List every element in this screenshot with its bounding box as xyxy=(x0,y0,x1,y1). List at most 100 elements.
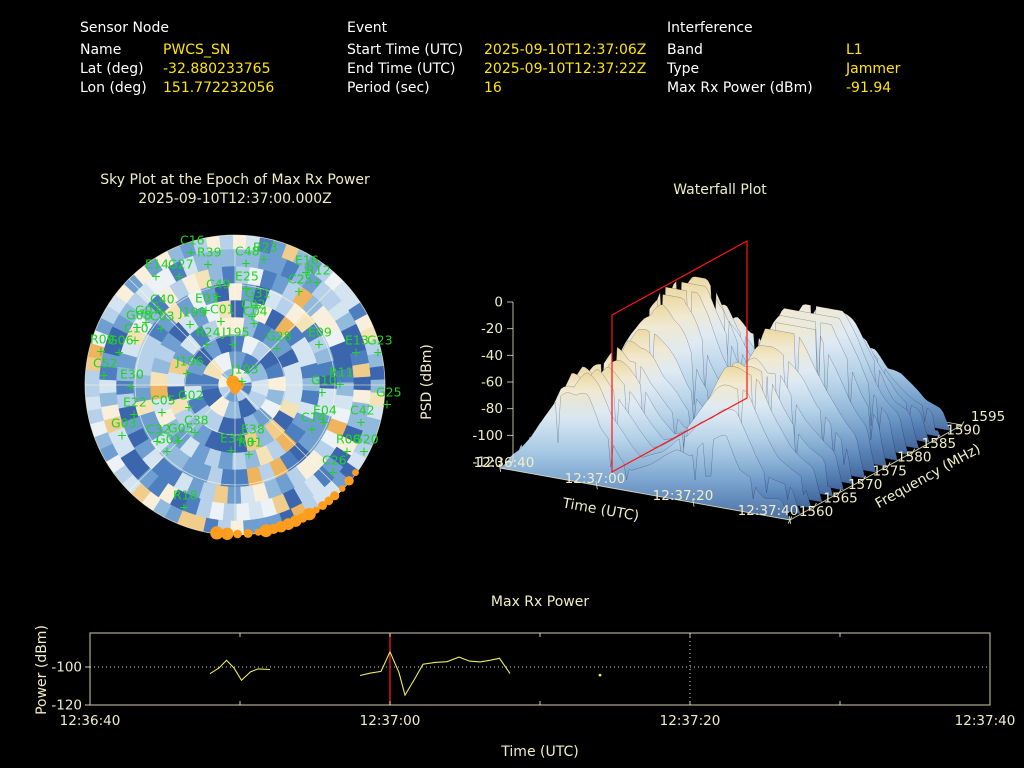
surface-strip xyxy=(499,392,791,521)
azimuth-spoke xyxy=(234,278,342,386)
satellite-label: J196 xyxy=(175,354,204,369)
mosaic-cell xyxy=(353,376,372,391)
satellite-marker: + xyxy=(241,281,251,296)
event-start-value: 2025-09-10T12:37:06Z xyxy=(484,42,647,58)
psd-tick-label: -80 xyxy=(481,401,503,417)
event-start-label: Start Time (UTC) xyxy=(347,42,464,58)
satellite-marker: + xyxy=(359,444,369,459)
skyplot-subtitle: 2025-09-10T12:37:00.000Z xyxy=(138,191,332,207)
interference-power-label: Max Rx Power (dBm) xyxy=(667,80,813,96)
azimuth-spoke xyxy=(128,384,236,492)
satellite-marker: + xyxy=(186,245,196,260)
satellite-label: C52 xyxy=(93,356,118,371)
mosaic-cell xyxy=(285,376,304,392)
interference-track-dot xyxy=(259,524,273,538)
satellite-label: J199 xyxy=(178,305,207,320)
x-tick-label: 12:37:20 xyxy=(660,713,721,729)
satellite-marker: + xyxy=(201,303,211,318)
sensor-lat-label: Lat (deg) xyxy=(80,61,144,77)
satellite-label: C10 xyxy=(124,321,149,336)
satellite-label: G27 xyxy=(168,257,194,272)
interference-track xyxy=(210,375,359,540)
time-tick-label: 12:37:40 xyxy=(738,503,799,519)
satellite-marker: + xyxy=(382,397,392,412)
satellite-marker: + xyxy=(312,275,322,290)
satellite-marker: + xyxy=(335,377,345,392)
satellite-label: G01 xyxy=(156,432,182,447)
sky-mosaic xyxy=(85,235,385,535)
sensor-name-label: Name xyxy=(80,42,122,58)
satellite-marker: + xyxy=(157,405,167,420)
waterfall-plot: 12:36:40 12:37:00 12:37:20 12:37:40 Time (UT… xyxy=(419,239,1005,525)
satellite-marker: + xyxy=(99,368,109,383)
sensor-node-title: Sensor Node xyxy=(80,20,169,36)
satellite-marker: + xyxy=(373,345,383,360)
frequency-tick xyxy=(910,448,916,456)
timeseries-xlabel: Time (UTC) xyxy=(501,744,579,760)
interference-track-dot xyxy=(344,476,354,486)
satellite-marker: + xyxy=(151,269,161,284)
satellite-marker: + xyxy=(244,447,254,462)
satellite-label: C03 xyxy=(150,309,175,324)
satellite-label: C32 xyxy=(146,422,171,437)
mosaic-cell xyxy=(352,362,372,379)
satellite-marker: + xyxy=(216,314,226,329)
satellite-label: E22 xyxy=(123,395,147,410)
satellite-marker: + xyxy=(130,333,140,348)
frequency-axis xyxy=(789,424,963,521)
satellite-label: C40 xyxy=(150,292,175,307)
mosaic-cell xyxy=(226,486,242,505)
interference-panel: Interference Band L1 Type Jammer Max Rx Po… xyxy=(667,20,900,96)
sensor-lon-value: 151.772232056 xyxy=(163,80,275,96)
mosaic-cell xyxy=(219,248,235,267)
satellite-marker: + xyxy=(314,337,324,352)
satellite-marker: + xyxy=(182,366,192,381)
event-period-label: Period (sec) xyxy=(347,80,430,96)
satellite-label: C25 xyxy=(288,272,313,287)
jammer-center-marker xyxy=(230,384,240,394)
satellite-marker: + xyxy=(202,337,212,352)
interference-track-dot xyxy=(338,485,346,492)
satellite-marker: + xyxy=(228,337,238,352)
satellite-marker: + xyxy=(174,269,184,284)
sensor-lat-row: Lat (deg) -32.880233765 xyxy=(80,58,274,77)
mosaic-cell xyxy=(268,376,287,392)
satellite-label: G28 xyxy=(266,329,292,344)
satellite-label: R39 xyxy=(197,245,222,260)
event-panel: Event Start Time (UTC) 2025-09-10T12:37:0… xyxy=(347,20,646,96)
satellite-marker: + xyxy=(247,309,257,324)
satellite-marker: + xyxy=(179,500,189,515)
waterfall-surface xyxy=(499,276,952,521)
satellite-label: G25 xyxy=(376,385,402,400)
satellite-label: R23 xyxy=(253,240,278,255)
waterfall-title: Waterfall Plot xyxy=(673,182,767,198)
satellite-marker: + xyxy=(152,434,162,449)
satellite-label: E16 xyxy=(295,253,319,268)
satellite-marker: + xyxy=(212,289,222,304)
time-tick xyxy=(595,481,598,490)
event-start-row: Start Time (UTC) 2025-09-10T12:37:06Z xyxy=(347,39,646,58)
satellite-label: R12 xyxy=(306,263,331,278)
satellite-label: R08 xyxy=(336,432,361,447)
satellite-label: J193 xyxy=(230,362,259,377)
satellite-marker: + xyxy=(307,422,317,437)
frequency-tick xyxy=(836,489,842,497)
interference-type-label: Type xyxy=(667,61,700,77)
event-end-value: 2025-09-10T12:37:22Z xyxy=(484,61,647,77)
time-tick-label: 12:37:00 xyxy=(565,471,626,487)
time-tick-label: 12:37:20 xyxy=(653,488,714,504)
satellite-label: C02 xyxy=(241,297,266,312)
frequency-tick xyxy=(812,502,817,511)
sensor-node-panel: Sensor Node Name PWCS_SN Lat (deg) -32.880… xyxy=(80,20,274,96)
satellite-label: G31 xyxy=(245,286,271,301)
satellite-marker: + xyxy=(259,252,269,267)
trace-point xyxy=(598,673,602,677)
satellite-label: C16 xyxy=(180,233,205,248)
waterfall-psd-axis-label: PSD (dBm) xyxy=(419,344,435,420)
satellite-marker: + xyxy=(328,465,338,480)
sensor-name-value: PWCS_SN xyxy=(163,42,231,58)
azimuth-spoke xyxy=(128,278,236,386)
satellite-marker: + xyxy=(129,407,139,422)
